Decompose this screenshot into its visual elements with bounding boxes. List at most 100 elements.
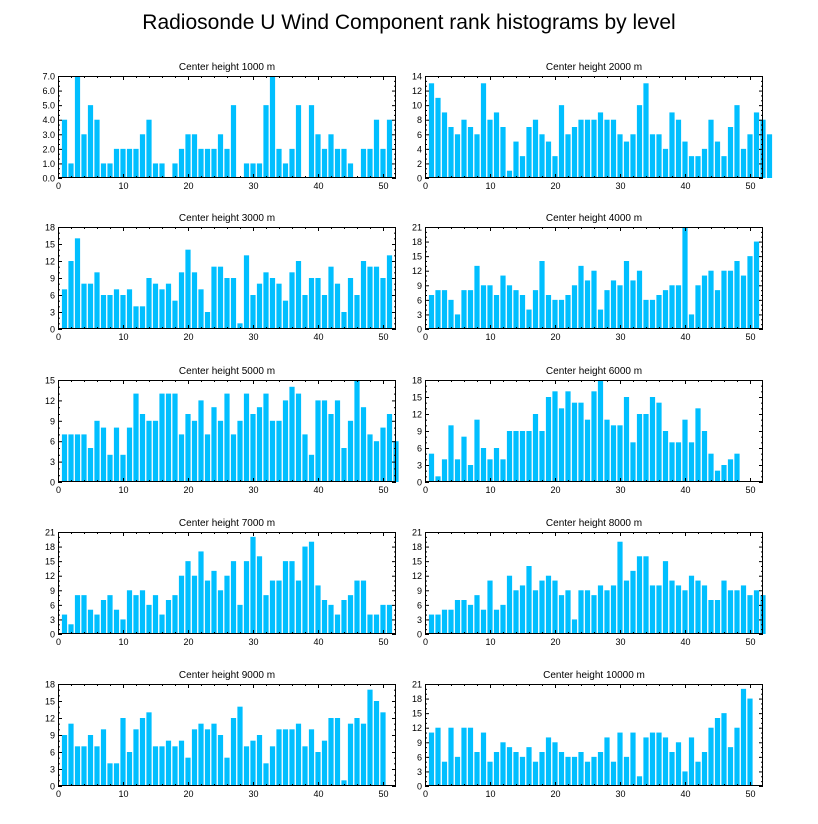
y-tick-label: 18	[45, 542, 55, 552]
bar	[74, 434, 81, 482]
y-tick-label: 3	[50, 308, 55, 318]
y-tick-label: 12	[412, 266, 422, 276]
rank-histogram-panel: Center height 5000 m 0 3 6 9 12 15 0 10 20 30 40 50	[45, 366, 399, 495]
bar	[276, 283, 282, 329]
bar	[435, 614, 441, 634]
bar	[630, 134, 636, 178]
bar	[315, 585, 321, 634]
bar	[740, 585, 747, 634]
x-tick-label: 30	[615, 789, 625, 799]
x-tick-label: 40	[313, 637, 323, 647]
y-tick-label: 15	[412, 709, 422, 719]
bar	[714, 600, 721, 634]
bar	[68, 163, 74, 178]
bar	[454, 756, 461, 786]
bar	[610, 585, 617, 634]
bar	[367, 434, 373, 482]
bar	[747, 134, 753, 178]
bar	[74, 76, 81, 178]
bar	[159, 163, 165, 178]
bar	[269, 76, 276, 178]
bar	[341, 448, 347, 482]
bar	[721, 713, 727, 786]
bar	[513, 141, 519, 178]
rank-histogram-panel: Center height 2000 m 0 2 4 6 8 10 12 14 0 10 20 30 40…	[412, 62, 773, 191]
bar	[545, 295, 552, 329]
bar	[461, 600, 467, 634]
y-tick-label: 6	[50, 291, 55, 301]
bar	[656, 585, 662, 634]
bar	[428, 453, 435, 482]
bar	[380, 427, 386, 482]
bar	[152, 746, 159, 786]
bar	[727, 590, 734, 634]
bar	[107, 454, 113, 482]
panel-title: Center height 4000 m	[546, 213, 642, 224]
bar	[74, 746, 81, 786]
bar	[250, 295, 256, 329]
bar	[165, 740, 172, 786]
x-tick-label: 40	[680, 485, 690, 495]
x-tick-label: 40	[680, 637, 690, 647]
y-tick-label: 1.0	[42, 159, 55, 169]
x-tick-label: 10	[485, 789, 495, 799]
bar	[747, 256, 753, 329]
bar	[178, 575, 185, 634]
bar	[289, 148, 295, 178]
bar	[428, 83, 435, 178]
bar	[474, 265, 480, 329]
bar	[526, 309, 532, 329]
x-tick-label: 20	[183, 637, 193, 647]
bar	[695, 156, 701, 178]
bar	[630, 570, 636, 634]
bar	[237, 323, 243, 329]
bar	[519, 585, 526, 634]
bar	[295, 261, 302, 329]
bar	[243, 746, 250, 786]
bar	[597, 380, 604, 482]
bar	[552, 299, 558, 329]
bar	[766, 134, 773, 178]
bar	[578, 119, 584, 178]
bar	[604, 419, 610, 482]
bar	[539, 261, 545, 329]
x-tick-label: 0	[56, 485, 61, 495]
bar	[191, 420, 198, 482]
bar	[545, 141, 552, 178]
bar	[721, 156, 727, 178]
rank-histogram-panel: Center height 3000 m 0 3 6 9 12 15 18 0 10 20 30 40 5…	[45, 213, 396, 342]
bar	[243, 255, 250, 329]
bar	[237, 420, 243, 482]
bar	[532, 414, 539, 482]
bar	[545, 737, 552, 786]
y-tick-label: 12	[45, 571, 55, 581]
bar	[558, 408, 565, 482]
bar	[217, 134, 224, 178]
bar	[341, 148, 347, 178]
x-tick-label: 50	[378, 485, 388, 495]
bar	[347, 723, 354, 786]
x-tick-label: 20	[550, 332, 560, 342]
bar	[467, 465, 474, 482]
bar	[461, 290, 467, 329]
bar	[211, 148, 217, 178]
bar	[224, 393, 230, 482]
bar	[133, 393, 139, 482]
x-tick-label: 50	[378, 181, 388, 191]
bar	[386, 119, 393, 178]
bar	[708, 270, 714, 329]
bar	[217, 590, 224, 634]
bar	[61, 289, 68, 329]
bar	[571, 402, 578, 482]
bar	[347, 420, 354, 482]
bar	[487, 459, 493, 482]
x-tick-label: 30	[615, 637, 625, 647]
bar	[565, 590, 571, 634]
bar	[669, 580, 675, 634]
bar	[688, 314, 695, 329]
rank-histogram-panel: Center height 1000 m 0.0 1.0 2.0 3.0 4.0 5.0 6.…	[42, 62, 396, 191]
bar	[714, 470, 721, 482]
y-tick-label: 6	[50, 437, 55, 447]
rank-histogram-panel: Center height 8000 m 0 3 6 9 12 15 18 21 0 10 20 30 4…	[412, 518, 766, 647]
bar	[172, 163, 178, 178]
